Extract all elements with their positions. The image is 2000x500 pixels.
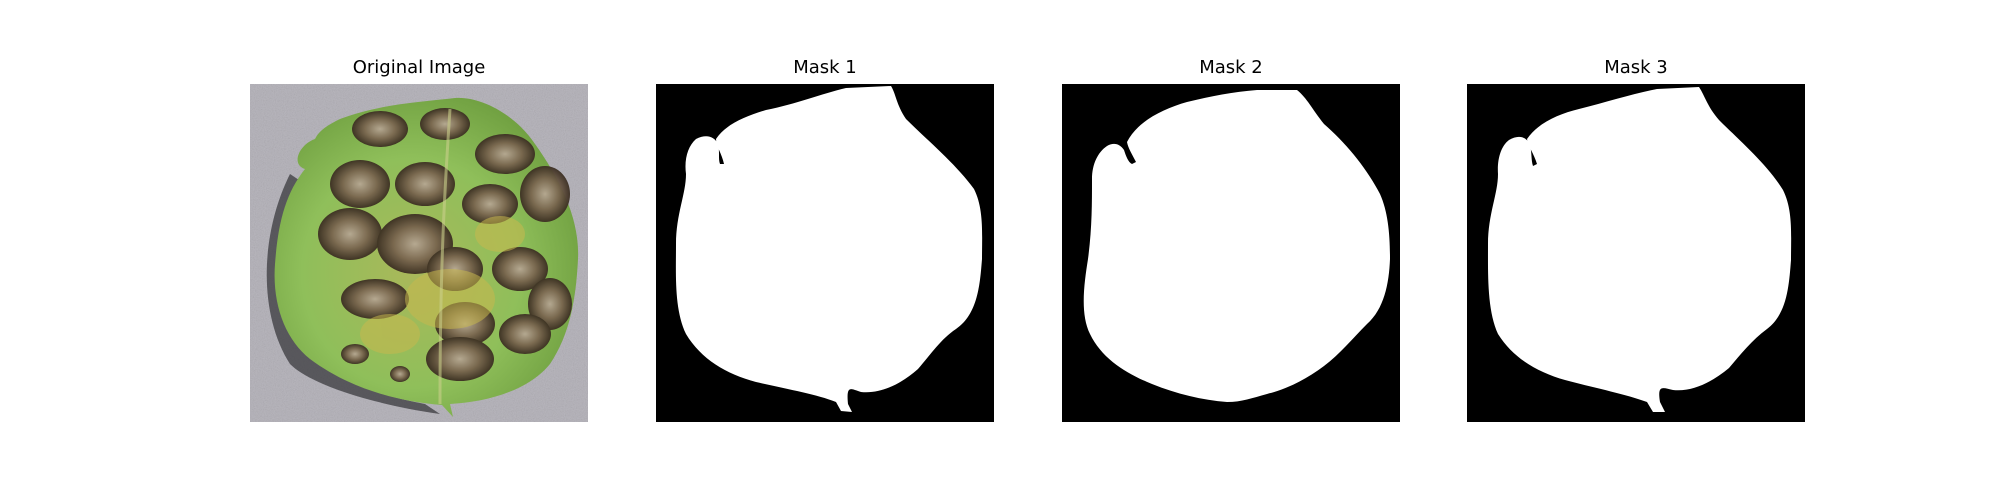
mask-1-image — [656, 84, 994, 422]
yellow-halos — [360, 216, 525, 354]
panel-title: Mask 1 — [793, 57, 857, 78]
original-leaf-photo — [250, 84, 588, 422]
panel-mask-1: Mask 1 — [656, 56, 994, 426]
panel-mask-3: Mask 3 — [1467, 56, 1805, 426]
leaf-shadow — [266, 174, 440, 414]
leaf-midrib — [438, 108, 452, 405]
mask-3-image — [1467, 84, 1805, 422]
panel-title: Mask 2 — [1199, 57, 1263, 78]
mask-2-image — [1062, 84, 1400, 422]
mask-foreground — [675, 86, 983, 412]
panel-mask-2: Mask 2 — [1062, 56, 1400, 426]
mask-foreground — [1487, 87, 1792, 412]
panel-title: Mask 3 — [1604, 57, 1668, 78]
mask-foreground — [1083, 90, 1390, 402]
panel-original-image: Original Image — [250, 56, 588, 426]
panel-title: Original Image — [352, 57, 486, 78]
